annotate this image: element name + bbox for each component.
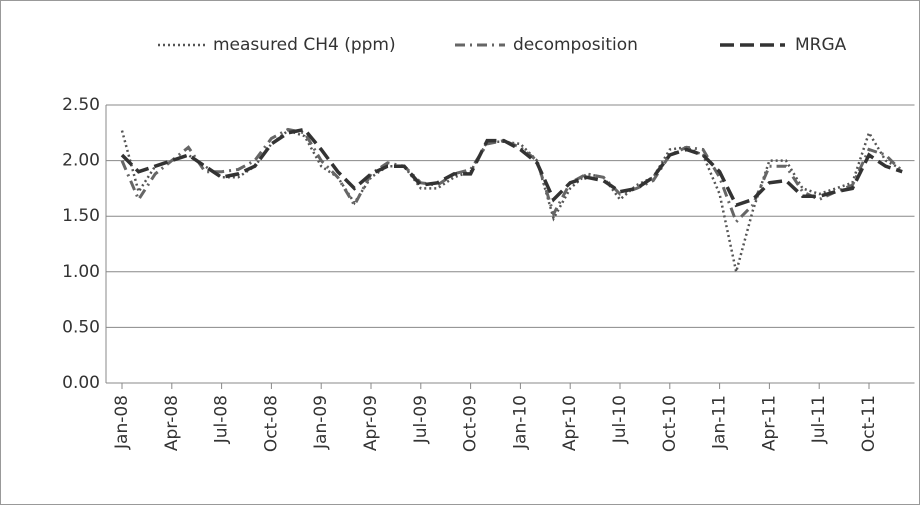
x-tick-label: Jul-09 — [411, 395, 431, 444]
x-tick-label: Oct-11 — [859, 395, 879, 452]
x-tick-label: Jul-10 — [610, 395, 630, 444]
x-tick-label: Oct-08 — [261, 395, 281, 452]
x-tick-label: Jan-08 — [112, 395, 132, 450]
x-tick-label: Apr-10 — [560, 395, 580, 451]
legend-label: MRGA — [795, 35, 847, 55]
chart: 0.00 0.50 1.00 1.50 2.00 2.50 Jan-08 Apr-08 Jul-… — [0, 0, 920, 505]
x-tick-label: Apr-08 — [162, 395, 182, 451]
x-tick-label: Apr-11 — [759, 395, 779, 451]
x-tick-label: Jan-11 — [710, 395, 730, 450]
x-tick-label: Jan-10 — [510, 395, 530, 450]
y-tick-label: 1.50 — [62, 206, 100, 226]
x-tick-label: Jul-08 — [212, 395, 232, 444]
y-tick-label: 0.00 — [62, 373, 100, 393]
y-tick-label: 0.50 — [62, 317, 100, 337]
legend-label: decomposition — [513, 35, 638, 55]
y-tick-label: 2.50 — [62, 95, 100, 115]
legend-label: measured CH4 (ppm) — [213, 35, 396, 55]
x-tick-label: Oct-10 — [660, 395, 680, 452]
x-tick-label: Oct-09 — [461, 395, 481, 452]
x-tick-label: Jul-11 — [809, 395, 829, 444]
y-tick-label: 1.00 — [62, 262, 100, 282]
y-tick-label: 2.00 — [62, 151, 100, 171]
x-tick-label: Apr-09 — [361, 395, 381, 451]
x-tick-label: Jan-09 — [311, 395, 331, 450]
